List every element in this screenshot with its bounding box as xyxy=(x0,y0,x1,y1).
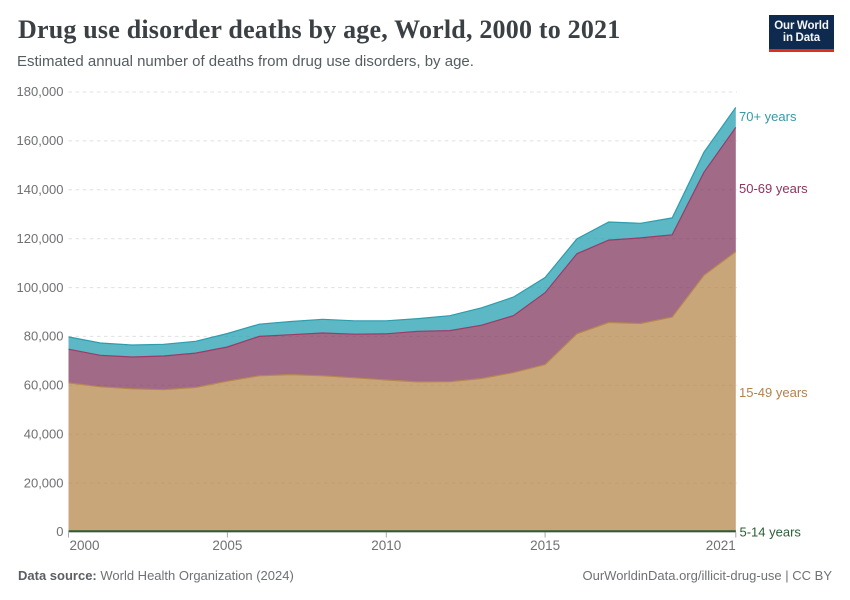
svg-text:60,000: 60,000 xyxy=(24,378,64,393)
svg-text:15-49 years: 15-49 years xyxy=(739,385,808,400)
svg-text:2015: 2015 xyxy=(530,538,560,553)
svg-text:70+ years: 70+ years xyxy=(739,109,797,124)
svg-text:20,000: 20,000 xyxy=(24,475,64,490)
svg-text:2010: 2010 xyxy=(371,538,401,553)
svg-text:140,000: 140,000 xyxy=(17,182,64,197)
svg-text:50-69 years: 50-69 years xyxy=(739,181,808,196)
svg-text:100,000: 100,000 xyxy=(17,280,64,295)
svg-text:5-14 years: 5-14 years xyxy=(740,525,802,540)
svg-text:160,000: 160,000 xyxy=(17,133,64,148)
svg-text:180,000: 180,000 xyxy=(17,84,64,99)
svg-text:2021: 2021 xyxy=(706,538,736,553)
svg-text:2000: 2000 xyxy=(70,538,100,553)
svg-text:0: 0 xyxy=(56,524,63,539)
svg-text:80,000: 80,000 xyxy=(24,329,64,344)
svg-text:120,000: 120,000 xyxy=(17,231,64,246)
svg-text:40,000: 40,000 xyxy=(24,426,64,441)
svg-text:2005: 2005 xyxy=(212,538,242,553)
